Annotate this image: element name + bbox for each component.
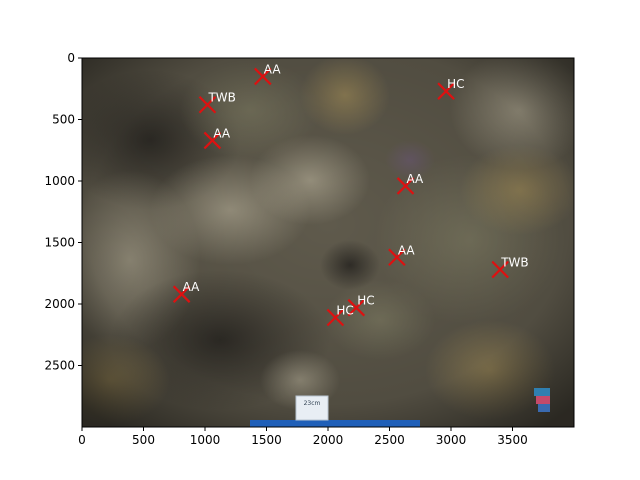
y-tick-label: 2500 (44, 359, 75, 373)
point-label: AA (213, 126, 231, 140)
point-label: HC (357, 294, 374, 308)
x-axis: 0 500 1000 1500 2000 2500 3000 3500 (78, 427, 528, 447)
x-tick-label: 0 (78, 433, 86, 447)
x-marker-stroke (172, 285, 191, 303)
point-label: HC (336, 304, 353, 318)
marker-aa: AA (203, 126, 231, 150)
marker-twb: TWB (491, 256, 529, 279)
x-marker-stroke (491, 260, 509, 279)
y-axis: 0 500 1000 1500 2000 2500 (44, 51, 82, 373)
x-marker-stroke (198, 95, 217, 114)
marker-hc: HC (347, 294, 375, 317)
x-marker-stroke (203, 131, 222, 150)
marker-hc: HC (326, 304, 354, 327)
x-marker-stroke (437, 82, 455, 100)
x-marker-stroke (396, 177, 415, 195)
y-tick-label: 1500 (44, 236, 75, 250)
x-tick-label: 2000 (313, 433, 344, 447)
x-tick-label: 2500 (374, 433, 405, 447)
y-tick-label: 0 (67, 51, 75, 65)
x-marker-stroke (254, 67, 272, 86)
annotation-markers: AA HC TWB AA AA AA TWB AA HC HC (172, 62, 529, 327)
marker-aa: AA (388, 243, 416, 267)
marker-twb: TWB (198, 91, 236, 114)
x-marker-stroke (347, 298, 366, 317)
point-label: HC (447, 77, 464, 91)
scale-tag-label: 23cm (304, 400, 321, 407)
point-label: TWB (207, 91, 235, 105)
x-marker-stroke (388, 248, 406, 267)
x-tick-label: 1000 (190, 433, 221, 447)
x-marker-stroke (326, 308, 345, 327)
y-tick-label: 1000 (44, 174, 75, 188)
marker-aa: AA (172, 280, 201, 303)
point-label: AA (183, 280, 201, 294)
marker-aa: AA (254, 62, 282, 86)
point-label: AA (406, 172, 424, 186)
y-tick-label: 500 (52, 113, 75, 127)
reef-photo-background: 23cm (82, 58, 574, 427)
y-tick-label: 2000 (44, 297, 75, 311)
marker-aa: AA (396, 172, 424, 195)
x-tick-label: 1500 (251, 433, 282, 447)
point-label: AA (398, 243, 416, 257)
x-tick-label: 3000 (436, 433, 467, 447)
marker-hc: HC (437, 77, 464, 100)
point-label: AA (264, 62, 282, 76)
x-tick-label: 500 (132, 433, 155, 447)
x-tick-label: 3500 (497, 433, 528, 447)
point-label: TWB (500, 256, 528, 270)
